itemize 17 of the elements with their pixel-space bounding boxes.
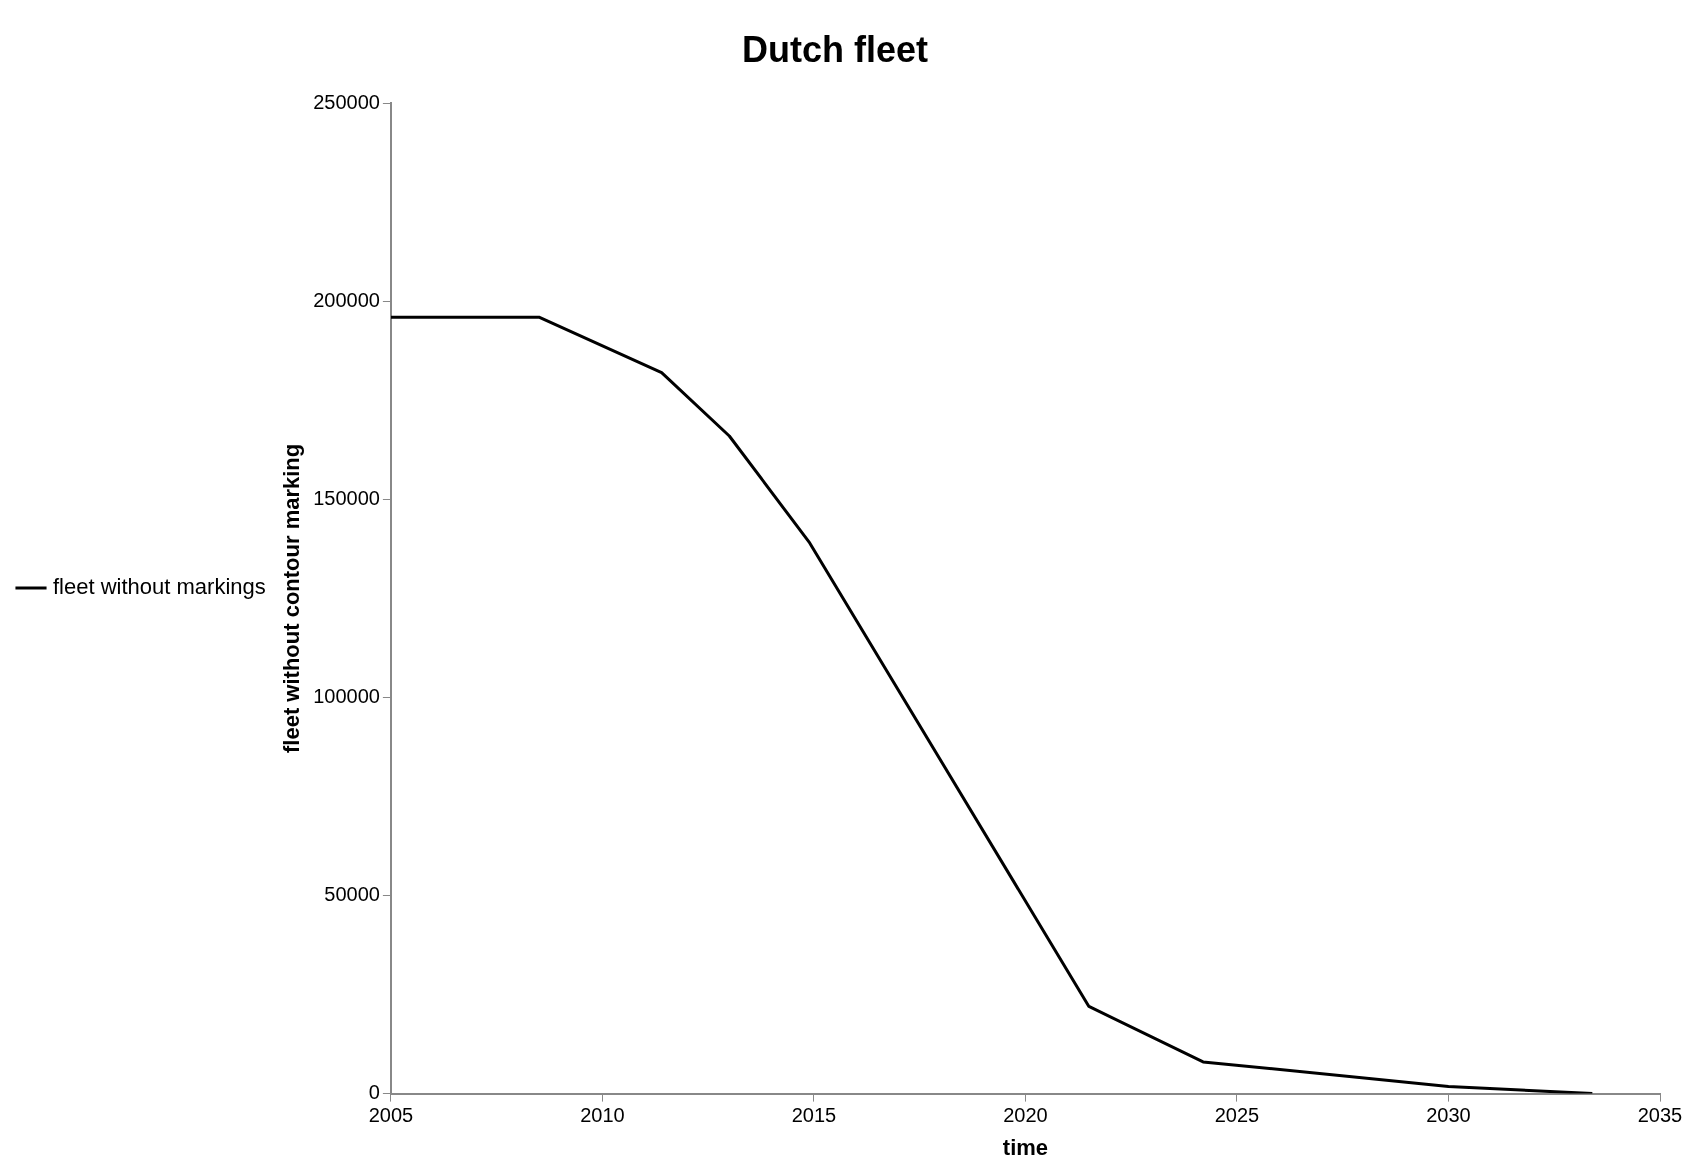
x-tick-label: 2030 bbox=[1426, 1104, 1471, 1127]
x-axis-title: time bbox=[1002, 1134, 1049, 1160]
y-tick-label: 250000 bbox=[313, 90, 380, 113]
x-tick-label: 2020 bbox=[1003, 1104, 1048, 1127]
y-tick-label: 200000 bbox=[313, 288, 380, 311]
y-tick-label: 100000 bbox=[313, 684, 380, 707]
y-tick-label: 150000 bbox=[313, 486, 380, 509]
x-tick-label: 2005 bbox=[368, 1104, 414, 1127]
chart-title: Dutch fleet bbox=[741, 28, 929, 70]
y-tick-label: 0 bbox=[368, 1081, 380, 1104]
legend-label: fleet without markings bbox=[53, 574, 266, 600]
y-tick-label: 50000 bbox=[324, 883, 380, 906]
y-axis-title: fleet without contour marking bbox=[279, 443, 305, 754]
x-tick-label: 2035 bbox=[1637, 1104, 1683, 1127]
x-tick-label: 2010 bbox=[580, 1104, 625, 1127]
x-tick-label: 2025 bbox=[1214, 1104, 1260, 1127]
x-tick-label: 2015 bbox=[791, 1104, 837, 1127]
